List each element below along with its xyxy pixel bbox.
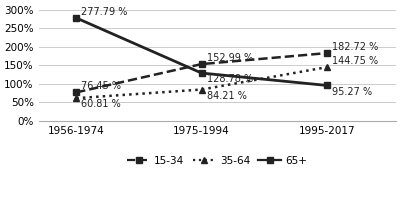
Text: 182.72 %: 182.72 % <box>332 42 378 52</box>
Text: 144.75 %: 144.75 % <box>332 56 378 66</box>
Text: 76.45 %: 76.45 % <box>81 81 121 91</box>
Text: 152.99 %: 152.99 % <box>206 53 253 63</box>
Text: 84.21 %: 84.21 % <box>206 91 246 101</box>
Text: 277.79 %: 277.79 % <box>81 7 128 17</box>
Text: 128.78 %: 128.78 % <box>206 74 253 84</box>
Text: 60.81 %: 60.81 % <box>81 99 121 109</box>
Legend: 15-34, 35-64, 65+: 15-34, 35-64, 65+ <box>123 151 312 170</box>
Text: 95.27 %: 95.27 % <box>332 87 372 97</box>
